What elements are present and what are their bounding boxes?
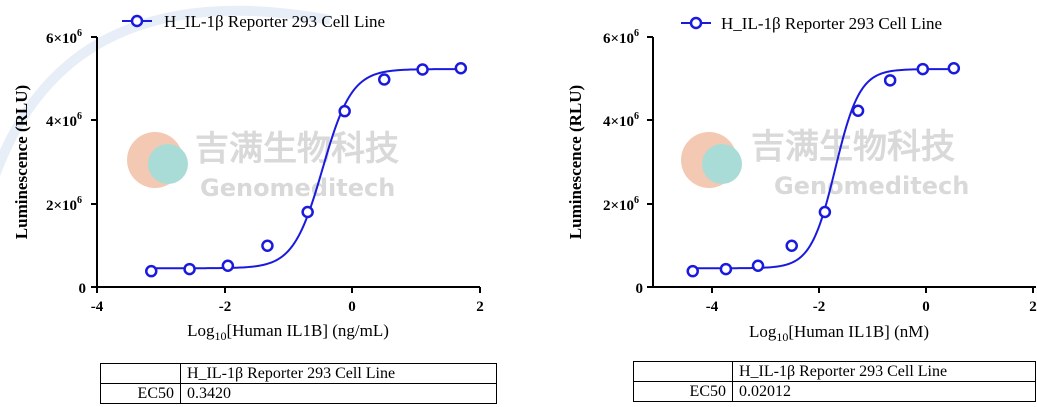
- x-tick-label: -2: [219, 299, 232, 315]
- data-point: [416, 63, 429, 76]
- y-ticks: [647, 36, 653, 288]
- watermark-text-en: Genomeditech: [200, 174, 395, 202]
- legend-marker: [130, 14, 144, 28]
- table-header-cell: H_IL-1β Reporter 293 Cell Line: [180, 363, 497, 384]
- watermark-text-cn: 吉满生物科技: [751, 127, 955, 167]
- data-point: [883, 74, 897, 87]
- chart-svg-left: 吉满生物科技 Genomeditech 0 2×106 4×106 6×106 …: [0, 5, 484, 343]
- data-point: [338, 104, 351, 118]
- table-corner-cell: [100, 363, 181, 384]
- plot-marks: [145, 62, 468, 278]
- table-row-value: 0.3420: [180, 383, 497, 404]
- chart-panel-right: 吉满生物科技 Genomeditech 0 2×106 4×106 6×106 …: [519, 0, 1037, 407]
- table-header-row: H_IL-1β Reporter 293 Cell Line: [633, 361, 1036, 382]
- table-row: EC50 0.3420: [100, 383, 497, 404]
- data-point: [818, 205, 832, 219]
- x-ticks: [96, 287, 481, 293]
- legend-label: H_IL-1β Reporter 293 Cell Line: [164, 12, 385, 31]
- y-tick-label: 6×106: [46, 28, 82, 47]
- legend: H_IL-1β Reporter 293 Cell Line: [681, 14, 942, 33]
- data-point: [454, 62, 468, 75]
- ec50-table: H_IL-1β Reporter 293 Cell Line EC50 0.34…: [100, 363, 497, 404]
- x-axis-label: Log10[Human IL1B] (ng/mL): [187, 321, 389, 343]
- y-axis-label: Luminescence (RLU): [566, 85, 585, 239]
- watermark: 吉满生物科技 Genomeditech: [681, 127, 969, 200]
- data-point: [378, 73, 391, 86]
- watermark-logo-inner-icon: [702, 144, 742, 184]
- y-tick-label: 6×106: [603, 28, 639, 47]
- legend-label: H_IL-1β Reporter 293 Cell Line: [721, 14, 942, 33]
- table-row-label: EC50: [633, 381, 733, 402]
- x-ticks: [711, 287, 1034, 293]
- data-point: [261, 239, 274, 252]
- data-point: [686, 264, 699, 278]
- data-point: [916, 62, 930, 76]
- data-point: [145, 264, 158, 278]
- y-tick-label: 0: [79, 281, 87, 297]
- x-tick-label: -4: [706, 299, 719, 315]
- data-point: [785, 239, 798, 252]
- table-row-value: 0.02012: [732, 381, 1036, 402]
- watermark: 吉满生物科技 Genomeditech: [0, 5, 399, 202]
- fit-curve: [151, 68, 461, 270]
- x-tick-label: 0: [922, 299, 930, 315]
- data-point: [301, 205, 314, 219]
- data-point: [751, 259, 765, 272]
- watermark-text-en: Genomeditech: [774, 172, 969, 200]
- plot-marks: [686, 62, 961, 278]
- watermark-arc: [0, 5, 331, 177]
- watermark-logo-inner-icon: [148, 144, 188, 184]
- x-tick-label: -2: [813, 299, 826, 315]
- y-axis-label: Luminescence (RLU): [12, 85, 31, 239]
- table-corner-cell: [633, 361, 733, 382]
- data-point: [947, 62, 961, 75]
- data-point: [719, 262, 733, 276]
- chart-svg-right: 吉满生物科技 Genomeditech 0 2×106 4×106 6×106 …: [566, 14, 1037, 344]
- table-row-label: EC50: [100, 383, 181, 404]
- x-tick-label: 2: [476, 299, 484, 315]
- x-tick-label: 0: [348, 299, 356, 315]
- y-tick-label: 4×106: [603, 111, 639, 130]
- ec50-table: H_IL-1β Reporter 293 Cell Line EC50 0.02…: [633, 361, 1036, 402]
- x-tick-label: 2: [1029, 299, 1037, 315]
- table-header-cell: H_IL-1β Reporter 293 Cell Line: [732, 361, 1036, 382]
- y-tick-label: 4×106: [46, 111, 82, 130]
- legend: H_IL-1β Reporter 293 Cell Line: [122, 12, 385, 31]
- legend-marker: [689, 16, 703, 30]
- data-point: [221, 259, 235, 272]
- x-axis-label: Log10[Human IL1B] (nM): [749, 322, 929, 344]
- data-point: [183, 262, 196, 276]
- y-tick-label: 2×106: [603, 195, 639, 214]
- watermark-text-cn: 吉满生物科技: [195, 129, 399, 169]
- data-point: [851, 104, 865, 117]
- table-row: EC50 0.02012: [633, 381, 1036, 402]
- table-header-row: H_IL-1β Reporter 293 Cell Line: [100, 363, 497, 384]
- chart-panel-left: 吉满生物科技 Genomeditech 0 2×106 4×106 6×106 …: [0, 0, 518, 407]
- x-tick-label: -4: [91, 299, 104, 315]
- y-tick-label: 0: [636, 281, 644, 297]
- y-tick-label: 2×106: [46, 195, 82, 214]
